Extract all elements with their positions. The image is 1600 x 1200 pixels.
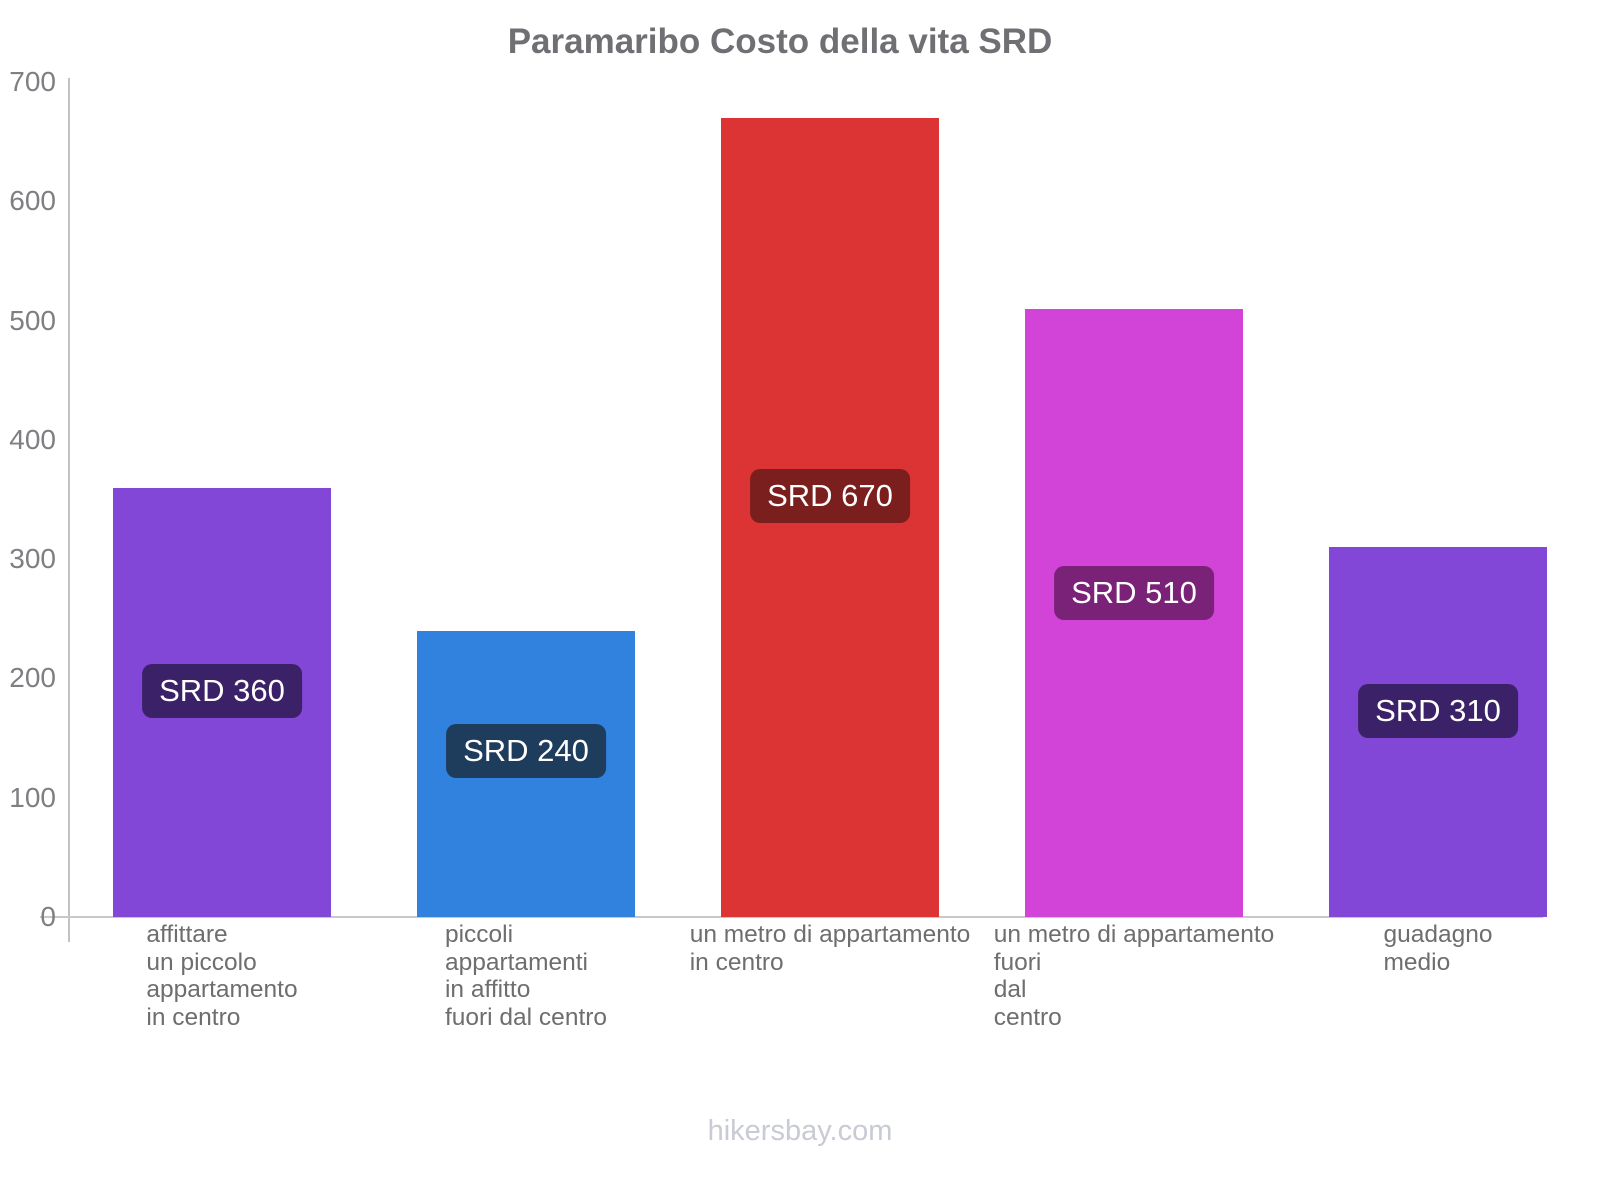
y-tick-label: 300 xyxy=(9,543,56,575)
category-label: affittare un piccolo appartamento in cen… xyxy=(146,921,298,1031)
y-tick-label: 0 xyxy=(40,901,56,932)
bar: SRD 670 xyxy=(721,118,939,917)
category-label: piccoli appartamenti in affitto fuori da… xyxy=(444,921,608,1031)
bar: SRD 510 xyxy=(1025,309,1243,917)
bar-value-badge: SRD 360 xyxy=(142,663,302,718)
y-tick-label: 400 xyxy=(9,423,56,455)
y-tick-label: 200 xyxy=(9,662,56,694)
category-label: un metro di appartamento fuori dal centr… xyxy=(993,921,1275,1031)
bar: SRD 310 xyxy=(1329,547,1547,917)
watermark: hikersbay.com xyxy=(707,1115,893,1147)
bar-value-badge: SRD 510 xyxy=(1054,565,1214,620)
y-tick-label: 500 xyxy=(9,304,56,336)
chart-title: Paramaribo Costo della vita SRD xyxy=(507,22,1053,61)
x-axis-line xyxy=(40,916,1543,918)
bar: SRD 360 xyxy=(113,488,331,917)
bar-value-badge: SRD 670 xyxy=(750,468,910,523)
y-tick-label: 100 xyxy=(9,781,56,813)
bar-value-badge: SRD 240 xyxy=(446,724,606,779)
category-label: guadagno medio xyxy=(1383,921,1493,976)
category-label: un metro di appartamento in centro xyxy=(689,921,971,976)
bar-value-badge: SRD 310 xyxy=(1358,683,1518,738)
y-tick-label: 700 xyxy=(9,66,56,97)
y-axis-line xyxy=(68,78,70,942)
bar: SRD 240 xyxy=(417,631,635,917)
y-tick-label: 600 xyxy=(9,185,56,217)
